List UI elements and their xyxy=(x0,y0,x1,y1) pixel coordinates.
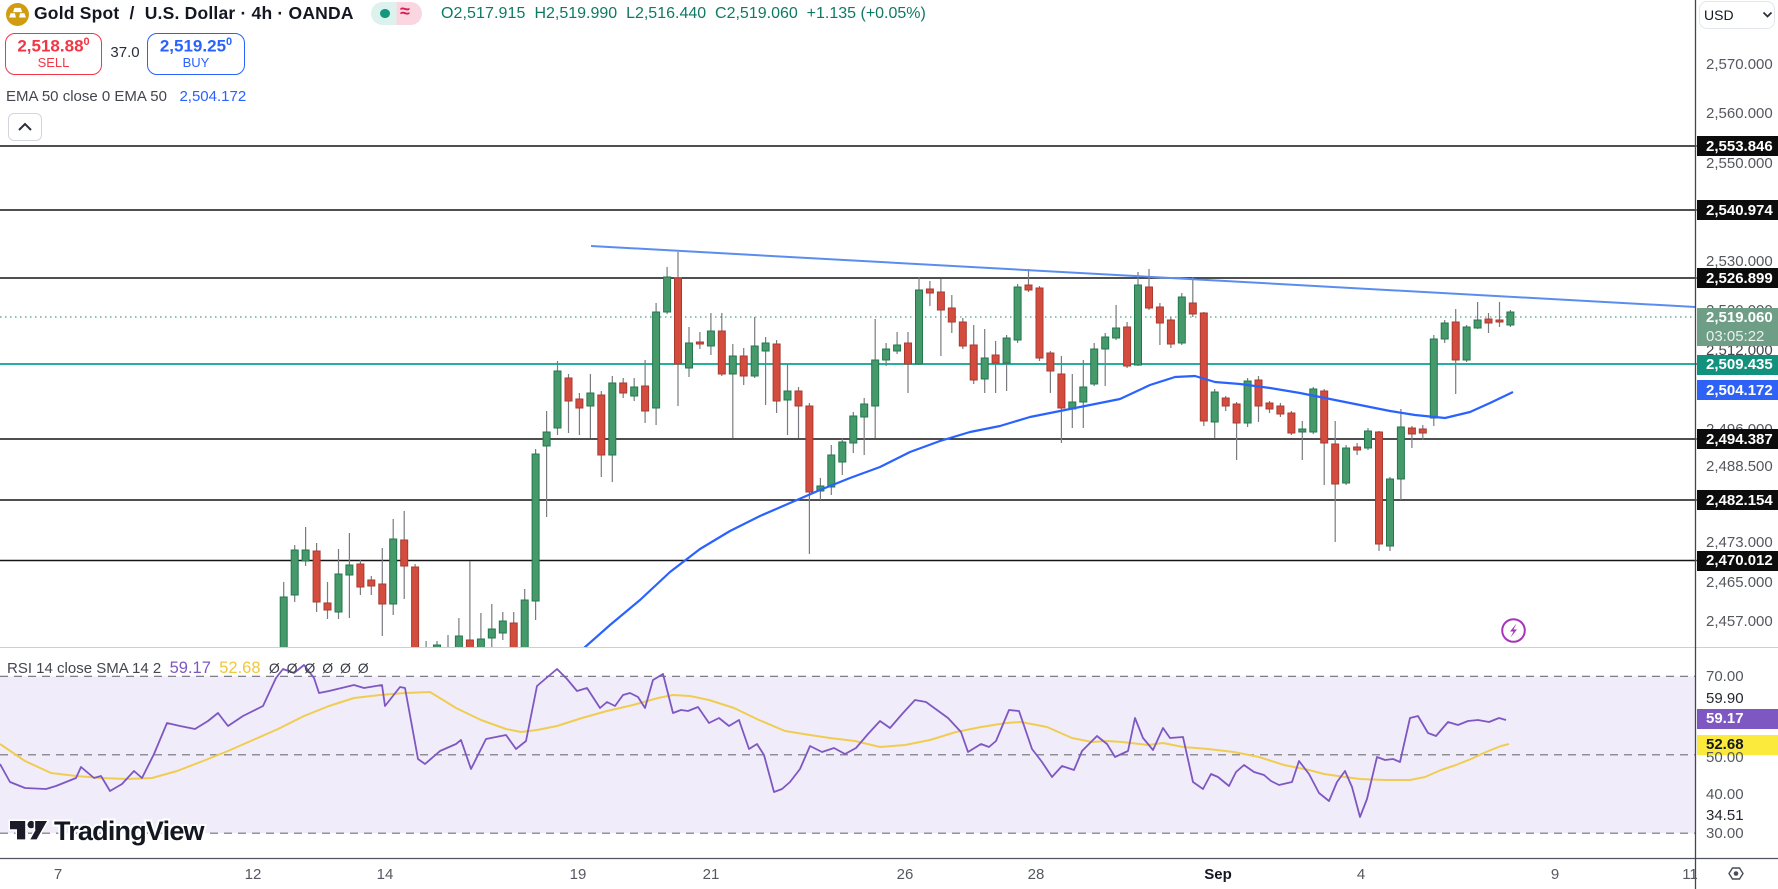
svg-text:TradingView: TradingView xyxy=(54,816,206,846)
